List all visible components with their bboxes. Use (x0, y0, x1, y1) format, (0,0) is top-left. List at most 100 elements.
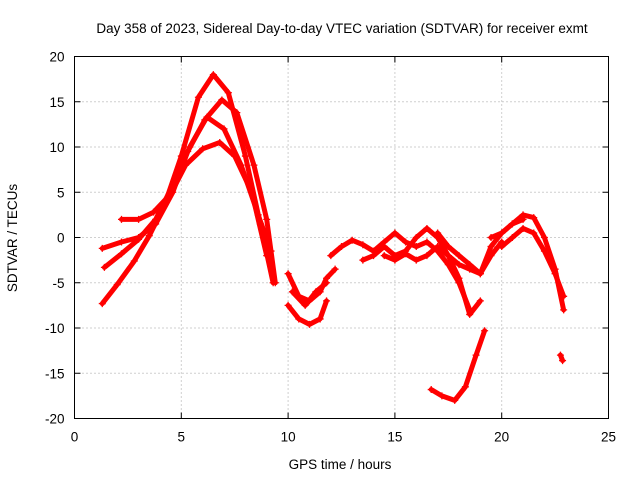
data-point (250, 161, 258, 169)
data-point (498, 229, 506, 237)
data-point (284, 270, 292, 278)
data-point (402, 238, 410, 246)
y-tick-label: 15 (49, 95, 64, 110)
data-point (423, 238, 431, 246)
data-point (100, 263, 108, 271)
data-point (402, 250, 410, 258)
data-point (145, 232, 153, 240)
x-tick-label: 15 (387, 430, 402, 445)
data-point (519, 211, 527, 219)
data-point (233, 109, 241, 117)
data-point (295, 315, 303, 323)
y-tick-label: -5 (52, 276, 64, 291)
axis-ticks: 0 5 10 15 20 25 -20 -15 -10 -5 0 5 10 15 20 (45, 50, 616, 445)
data-point (209, 71, 217, 79)
data-point (487, 243, 495, 251)
data-point (305, 320, 313, 328)
data-point (466, 310, 474, 318)
data-point (444, 243, 452, 251)
data-point (348, 236, 356, 244)
series-track-d (119, 140, 270, 259)
data-point (423, 224, 431, 232)
data-point (508, 220, 516, 228)
data-point (224, 89, 232, 97)
data-point (203, 113, 211, 121)
data-point (220, 125, 228, 133)
data-point (301, 301, 309, 309)
x-tick-label: 10 (281, 430, 296, 445)
series-track-l (488, 212, 567, 313)
data-point (391, 229, 399, 237)
data-point (412, 243, 420, 251)
data-point (530, 214, 538, 222)
data-point (560, 306, 568, 314)
data-point (271, 279, 279, 287)
data-point (263, 215, 271, 223)
y-tick-label: 10 (49, 140, 64, 155)
data-point (455, 252, 463, 260)
data-point (288, 288, 296, 296)
data-point (498, 243, 506, 251)
data-point (540, 234, 548, 241)
data-point (113, 281, 121, 289)
data-point (130, 257, 138, 265)
series-track-n (428, 328, 488, 403)
data-point (380, 252, 388, 260)
data-point (231, 152, 239, 160)
data-point (487, 234, 495, 241)
data-point (451, 396, 459, 404)
data-point (241, 152, 249, 160)
data-point (472, 351, 480, 359)
data-point (199, 145, 207, 153)
data-point (167, 190, 175, 198)
data-point (150, 208, 158, 216)
data-point (455, 274, 463, 282)
x-axis-label: GPS time / hours (289, 457, 392, 472)
series-track-a (99, 72, 276, 307)
data-point (248, 188, 256, 196)
data-point (455, 261, 463, 269)
data-point (194, 93, 202, 101)
data-point (359, 241, 367, 249)
data-point (444, 252, 452, 260)
y-tick-label: -20 (45, 412, 65, 427)
data-point (551, 270, 559, 278)
data-point (218, 96, 226, 104)
data-point (117, 238, 125, 246)
series-track-h (328, 230, 473, 313)
grid (74, 56, 609, 419)
data-point (412, 234, 420, 241)
data-point (135, 215, 143, 223)
y-tick-label: 0 (57, 231, 65, 246)
data-point (216, 138, 224, 146)
data-point (540, 247, 548, 255)
series-track-i (360, 225, 483, 317)
data-point (380, 243, 388, 251)
data-point (530, 229, 538, 237)
data-point (331, 265, 339, 273)
y-tick-label: 5 (57, 185, 65, 200)
data-point (412, 256, 420, 264)
data-point (327, 252, 335, 260)
y-tick-label: 20 (49, 50, 64, 65)
data-point (284, 301, 292, 309)
data-point (481, 327, 489, 335)
data-point (434, 243, 442, 251)
data-point (519, 224, 527, 232)
data-point (117, 250, 125, 258)
x-tick-label: 20 (494, 430, 509, 445)
data-point (508, 234, 516, 241)
data-point (434, 229, 442, 237)
plot-frame (74, 56, 609, 419)
data-point (556, 351, 564, 359)
data-point (370, 252, 378, 260)
data-point (152, 215, 160, 223)
data-point (560, 292, 568, 300)
y-axis-label: SDTVAR / TECUs (5, 184, 20, 293)
data-point (98, 300, 106, 308)
data-point (316, 315, 324, 323)
data-point (423, 252, 431, 260)
data-point (186, 143, 194, 151)
